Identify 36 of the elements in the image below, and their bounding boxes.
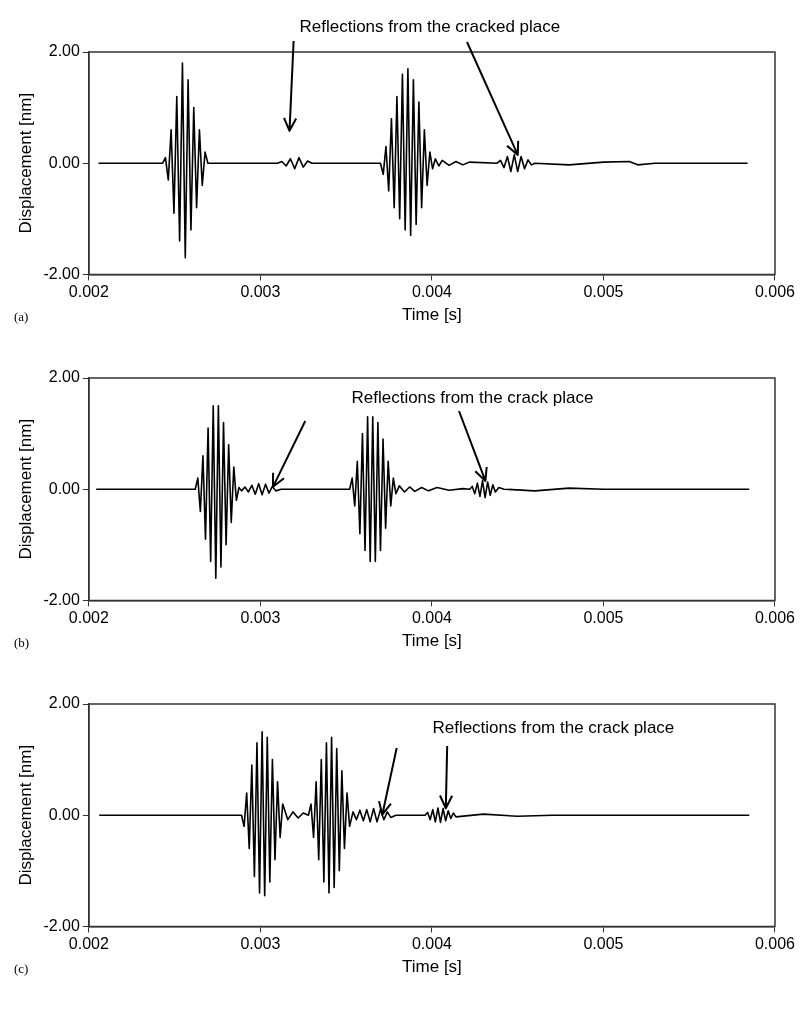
x-tick-label: 0.003 bbox=[240, 609, 281, 627]
y-tick-label: 0.00 bbox=[48, 153, 80, 171]
y-axis-title: Displacement [nm] bbox=[15, 92, 35, 234]
y-tick-label: 0.00 bbox=[48, 805, 80, 823]
text: (a) bbox=[14, 309, 29, 325]
x-tick-label: 0.004 bbox=[411, 609, 453, 627]
y-axis-title: Displacement [nm] bbox=[15, 744, 35, 886]
annotation: Reflections from the crack place bbox=[432, 718, 675, 738]
x-tick-label: 0.006 bbox=[754, 935, 796, 953]
y-tick-label: 2.00 bbox=[48, 368, 80, 386]
x-axis-title: Time [s] bbox=[402, 305, 462, 325]
x-tick-label: 0.003 bbox=[240, 283, 281, 301]
annotation: Reflections from the cracked place bbox=[299, 17, 561, 37]
x-axis-title: Time [s] bbox=[402, 631, 462, 651]
annotation: Reflections from the crack place bbox=[351, 388, 594, 408]
x-tick-label: 0.002 bbox=[68, 935, 109, 953]
x-tick-label: 0.004 bbox=[411, 283, 453, 301]
x-tick-label: 0.006 bbox=[754, 609, 796, 627]
x-tick-label: 0.002 bbox=[68, 283, 109, 301]
x-tick-label: 0.005 bbox=[583, 283, 624, 301]
y-tick-label: 2.00 bbox=[48, 694, 80, 712]
x-tick-label: 0.006 bbox=[754, 283, 796, 301]
text: (c) bbox=[14, 961, 29, 977]
y-tick-label: -2.00 bbox=[43, 916, 80, 934]
x-tick-label: 0.004 bbox=[411, 935, 453, 953]
y-tick-label: -2.00 bbox=[43, 264, 80, 282]
y-tick-label: 2.00 bbox=[48, 42, 80, 60]
x-tick-label: 0.003 bbox=[240, 935, 281, 953]
text: (b) bbox=[14, 635, 30, 651]
x-tick-label: 0.005 bbox=[583, 935, 624, 953]
y-tick-label: 0.00 bbox=[48, 479, 80, 497]
y-axis-title: Displacement [nm] bbox=[15, 418, 35, 560]
x-tick-label: 0.005 bbox=[583, 609, 624, 627]
x-axis-title: Time [s] bbox=[402, 957, 462, 977]
y-tick-label: -2.00 bbox=[43, 590, 80, 608]
x-tick-label: 0.002 bbox=[68, 609, 109, 627]
